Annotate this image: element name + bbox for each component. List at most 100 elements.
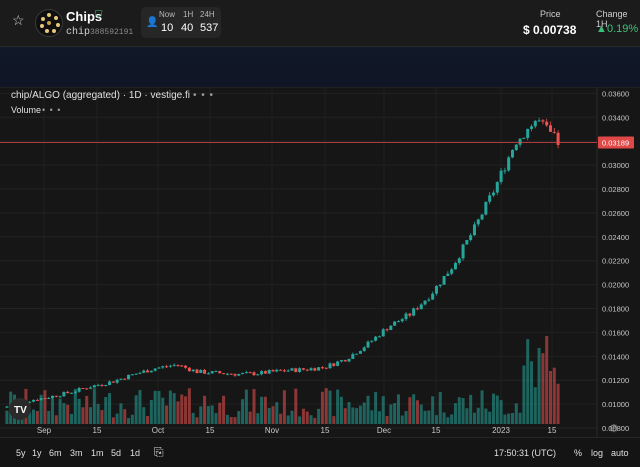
range-1d[interactable]: 1d bbox=[130, 448, 141, 458]
volume-bar bbox=[309, 415, 313, 424]
y-tick-label: 0.02800 bbox=[602, 185, 629, 194]
price-value: $ 0.00738 bbox=[523, 23, 577, 37]
candle-body bbox=[210, 371, 214, 374]
y-tick-label: 0.03000 bbox=[602, 161, 629, 170]
candle-body bbox=[5, 406, 9, 408]
candle-body bbox=[206, 373, 210, 375]
volume-bar bbox=[127, 417, 131, 424]
volume-bar bbox=[161, 397, 165, 424]
header-band bbox=[0, 47, 640, 87]
volume-bar bbox=[389, 404, 393, 424]
range-5d[interactable]: 5d bbox=[111, 448, 122, 458]
volume-bar bbox=[267, 407, 271, 424]
candle-body bbox=[320, 367, 324, 369]
range-6m[interactable]: 6m bbox=[49, 448, 62, 458]
candle-body bbox=[393, 321, 397, 326]
volume-bar bbox=[438, 391, 442, 424]
utc-time[interactable]: 17:50:31 (UTC) bbox=[494, 448, 557, 458]
y-tick-label: 0.02600 bbox=[602, 209, 629, 218]
candle-body bbox=[552, 131, 556, 133]
volume-bar bbox=[142, 407, 146, 424]
volume-bar bbox=[39, 394, 43, 424]
candle-body bbox=[104, 385, 108, 387]
volume-bar bbox=[165, 405, 169, 424]
candle-body bbox=[199, 369, 203, 373]
range-1y[interactable]: 1y bbox=[32, 448, 42, 458]
candle-body bbox=[123, 378, 127, 380]
range-5y[interactable]: 5y bbox=[16, 448, 26, 458]
candle-body bbox=[279, 369, 283, 371]
volume-bar bbox=[469, 394, 473, 424]
volume-bar bbox=[51, 398, 55, 424]
candle-body bbox=[366, 341, 370, 348]
volume-bar bbox=[423, 410, 427, 424]
candle-body bbox=[146, 370, 150, 373]
volume-bar bbox=[381, 396, 385, 424]
candle-body bbox=[465, 239, 469, 245]
candle-body bbox=[229, 373, 233, 375]
log-toggle[interactable]: log bbox=[591, 448, 604, 458]
x-tick-label: 15 bbox=[432, 426, 441, 435]
candle-body bbox=[438, 284, 442, 287]
date-range-calendar-icon[interactable]: ⎘ bbox=[154, 445, 164, 459]
candle-body bbox=[244, 372, 248, 374]
volume-bar bbox=[290, 410, 294, 424]
candle-body bbox=[548, 125, 552, 132]
favorite-star-icon[interactable]: ☆ bbox=[12, 12, 25, 28]
candle-body bbox=[290, 368, 294, 371]
stat-label-now: Now bbox=[159, 10, 176, 19]
volume-bar bbox=[548, 371, 552, 424]
token-logo bbox=[35, 9, 63, 37]
volume-bar bbox=[32, 409, 36, 424]
auto-toggle[interactable]: auto bbox=[611, 448, 629, 458]
candle-body bbox=[537, 120, 541, 122]
candle-body bbox=[32, 399, 36, 402]
price-chart[interactable]: 0.036000.034000.032000.030000.028000.026… bbox=[0, 87, 640, 437]
candle-body bbox=[195, 369, 199, 373]
volume-bar bbox=[545, 336, 549, 424]
candle-body bbox=[180, 365, 184, 367]
volume-bar bbox=[28, 412, 32, 424]
volume-options-dots[interactable]: • • • bbox=[42, 105, 62, 115]
volume-bar bbox=[518, 412, 522, 424]
chart-options-dots[interactable]: • • • bbox=[193, 90, 215, 101]
candle-body bbox=[62, 391, 66, 397]
candle-body bbox=[256, 374, 260, 376]
candle-body bbox=[70, 392, 74, 394]
volume-bar bbox=[461, 398, 465, 424]
candle-body bbox=[324, 367, 328, 369]
change-label: Change 1H bbox=[596, 9, 628, 29]
settings-gear-icon[interactable]: ⚙ bbox=[609, 423, 619, 435]
volume-bar bbox=[123, 409, 127, 424]
candle-body bbox=[305, 369, 309, 371]
candle-body bbox=[225, 373, 229, 375]
candle-body bbox=[77, 388, 81, 392]
volume-bar bbox=[206, 406, 210, 424]
volume-bar bbox=[54, 415, 58, 424]
candle-body bbox=[408, 313, 412, 316]
range-1m[interactable]: 1m bbox=[91, 448, 104, 458]
y-tick-label: 0.01200 bbox=[602, 376, 629, 385]
volume-bar bbox=[73, 388, 77, 424]
volume-bar bbox=[279, 413, 283, 424]
token-id[interactable]: 388592191 bbox=[90, 28, 134, 37]
volume-bar bbox=[263, 396, 267, 424]
percent-toggle[interactable]: % bbox=[574, 448, 583, 458]
candle-body bbox=[184, 365, 188, 368]
candle-body bbox=[54, 395, 58, 397]
verified-shield-icon: ⛉ bbox=[95, 10, 103, 21]
range-3m[interactable]: 3m bbox=[70, 448, 83, 458]
chart-pair-title: chip/ALGO (aggregated) · 1D · vestige.fi bbox=[11, 90, 190, 101]
volume-bar bbox=[446, 417, 450, 424]
candle-body bbox=[510, 150, 514, 158]
candle-body bbox=[453, 262, 457, 270]
volume-bar bbox=[47, 410, 51, 424]
y-tick-label: 0.03600 bbox=[602, 89, 629, 98]
candle-body bbox=[92, 385, 96, 388]
candle-body bbox=[385, 329, 389, 331]
volume-bar bbox=[96, 403, 100, 424]
candle-body bbox=[134, 373, 138, 375]
volume-bar bbox=[146, 415, 150, 424]
candle-body bbox=[389, 325, 393, 331]
tradingview-logo[interactable]: TV bbox=[9, 398, 31, 420]
